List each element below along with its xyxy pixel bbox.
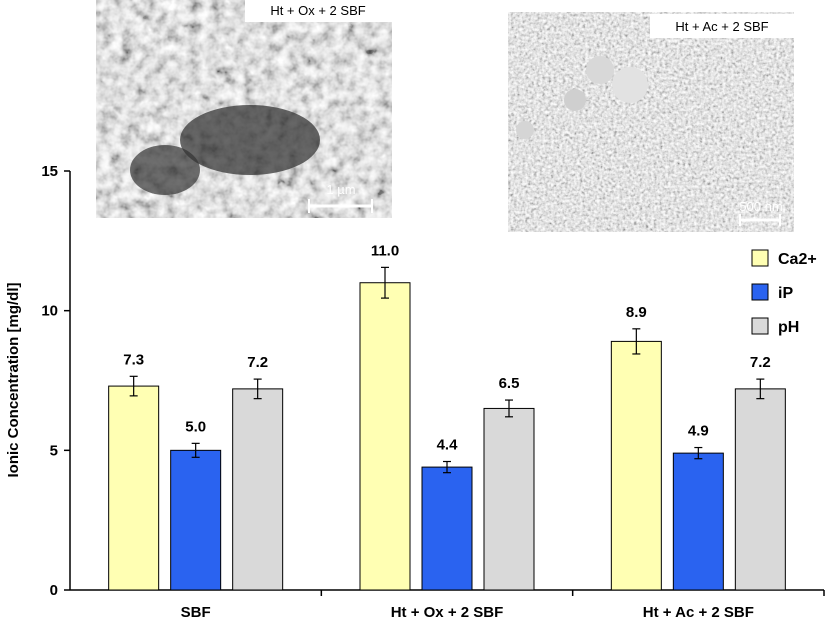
data-label: 4.4 bbox=[437, 437, 459, 454]
y-ticks: 0 5 10 15 bbox=[41, 163, 70, 599]
sem-inset-2: Ht + Ac + 2 SBF 500 nm bbox=[508, 12, 794, 232]
data-label: 4.9 bbox=[688, 423, 709, 440]
bar bbox=[610, 340, 662, 591]
data-label: 7.2 bbox=[247, 354, 268, 371]
legend-swatch bbox=[751, 283, 769, 301]
legend-label: Ca2+ bbox=[778, 251, 817, 268]
x-tick-label: Ht + Ox + 2 SBF bbox=[391, 604, 504, 621]
bar bbox=[359, 282, 411, 591]
data-label: 6.5 bbox=[499, 375, 520, 392]
y-tick-label: 0 bbox=[50, 582, 58, 599]
y-tick-label: 15 bbox=[41, 163, 58, 180]
bar bbox=[483, 407, 535, 591]
x-ticks: SBF Ht + Ox + 2 SBF Ht + Ac + 2 SBF bbox=[181, 590, 825, 621]
inset-caption-box bbox=[245, 0, 392, 22]
y-tick-label: 10 bbox=[41, 303, 58, 320]
sem-particle bbox=[586, 56, 614, 84]
data-label: 7.3 bbox=[123, 351, 144, 368]
sem-dark-region bbox=[130, 145, 200, 195]
bar bbox=[421, 466, 473, 591]
legend-swatch bbox=[751, 317, 769, 335]
sem-inset-1: Ht + Ox + 2 SBF 1 µm bbox=[96, 0, 392, 218]
data-label: 5.0 bbox=[185, 418, 206, 435]
y-tick-label: 5 bbox=[50, 442, 58, 459]
sem-dark-region bbox=[180, 105, 320, 175]
legend: Ca2+ iP pH bbox=[751, 249, 817, 336]
x-tick-label: SBF bbox=[181, 604, 211, 621]
bar bbox=[672, 452, 724, 591]
scale-bar-label: 500 nm bbox=[739, 199, 782, 214]
data-label: 8.9 bbox=[626, 304, 647, 321]
sem-particle bbox=[612, 67, 648, 103]
sem-image-2 bbox=[508, 12, 794, 232]
inset-caption: Ht + Ac + 2 SBF bbox=[675, 19, 768, 34]
legend-label: pH bbox=[778, 319, 799, 336]
bars: 7.3 5.0 7.2 11.0 4.4 6.5 8.9 4.9 7.2 bbox=[108, 242, 786, 591]
legend-swatch bbox=[751, 249, 769, 267]
legend-label: iP bbox=[778, 285, 793, 302]
scale-bar-label: 1 µm bbox=[326, 182, 355, 197]
bar bbox=[108, 385, 160, 591]
inset-caption-box bbox=[650, 14, 794, 38]
y-axis-title: Ionic Concentration [mg/dl] bbox=[5, 283, 22, 478]
inset-caption: Ht + Ox + 2 SBF bbox=[270, 3, 365, 18]
sem-particle bbox=[564, 89, 586, 111]
bar bbox=[232, 388, 284, 591]
x-tick-label: Ht + Ac + 2 SBF bbox=[643, 604, 754, 621]
bar bbox=[170, 449, 222, 591]
sem-particle bbox=[516, 121, 534, 139]
data-label: 7.2 bbox=[750, 354, 771, 371]
bar bbox=[734, 388, 786, 591]
data-label: 11.0 bbox=[371, 242, 399, 259]
